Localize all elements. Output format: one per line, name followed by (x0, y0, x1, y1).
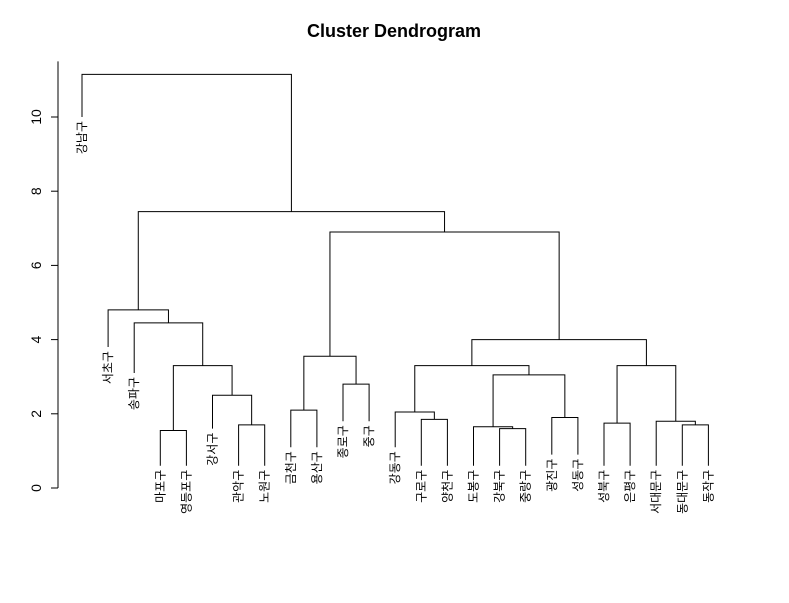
dendrogram-branch (603, 422, 631, 466)
leaf-label: 금천구 (283, 451, 298, 484)
y-tick-label: 2 (28, 410, 44, 418)
dendrogram-branch (616, 365, 677, 424)
dendrogram-branch (290, 409, 318, 448)
dendrogram-branch (551, 417, 579, 455)
leaf-label: 종로구 (336, 425, 350, 458)
leaf-label: 강북구 (493, 470, 507, 503)
leaf-label: 도봉구 (467, 470, 481, 503)
dendrogram-branch (492, 374, 566, 427)
dendrogram-branch (238, 424, 266, 466)
dendrogram-branch (107, 309, 169, 348)
leaf-label: 동대문구 (675, 470, 689, 514)
y-tick-label: 0 (28, 484, 44, 492)
dendrogram-branch (420, 418, 448, 466)
dendrogram-branch (655, 420, 696, 466)
dendrogram-branch (329, 231, 560, 357)
y-axis: 0 2 4 6 8 10 (28, 61, 59, 492)
leaf-label: 성북구 (597, 470, 611, 503)
dendrogram-branch (414, 365, 530, 412)
dendrogram-branch (212, 394, 253, 429)
leaf-label: 성동구 (571, 459, 585, 492)
dendrogram-branch (81, 73, 292, 212)
leaf-label: 서대문구 (649, 470, 663, 514)
leaf-label: 양천구 (439, 470, 454, 503)
dendrogram-branch (159, 429, 187, 466)
leaf-label: 중랑구 (519, 470, 533, 503)
leaf-label: 용산구 (310, 451, 324, 484)
leaf-label: 강동구 (388, 451, 402, 484)
leaf-label: 서초구 (101, 351, 115, 384)
dendrogram-branch (681, 424, 709, 466)
leaf-label: 은평구 (623, 470, 637, 503)
leaf-label: 송파구 (127, 377, 141, 410)
y-tick-label: 10 (28, 109, 44, 125)
dendrogram-branch (473, 426, 514, 466)
dendrogram-branch (303, 355, 357, 411)
leaf-label: 영등포구 (179, 470, 193, 514)
y-tick-label: 4 (28, 335, 44, 343)
dendrogram-branch (342, 383, 370, 422)
y-tick-label: 6 (28, 261, 44, 269)
leaf-label: 강서구 (206, 433, 220, 466)
leaf-label: 관악구 (232, 470, 246, 503)
leaf-label: 동작구 (701, 470, 715, 503)
dendrogram-tree (81, 73, 709, 466)
leaf-label: 노원구 (258, 470, 272, 503)
dendrogram-branch (137, 211, 446, 310)
dendrogram-branch (394, 411, 435, 448)
y-tick-label: 8 (28, 187, 44, 195)
leaf-label: 광진구 (545, 459, 559, 492)
leaf-label: 강남구 (75, 121, 89, 154)
leaf-label: 중구 (362, 425, 376, 447)
dendrogram-branch (471, 339, 647, 366)
leaf-label: 구로구 (414, 470, 428, 503)
dendrogram-branch (172, 365, 233, 431)
leaf-label: 마포구 (153, 470, 167, 503)
dendrogram-branch (499, 428, 527, 466)
chart-title: Cluster Dendrogram (307, 21, 481, 41)
